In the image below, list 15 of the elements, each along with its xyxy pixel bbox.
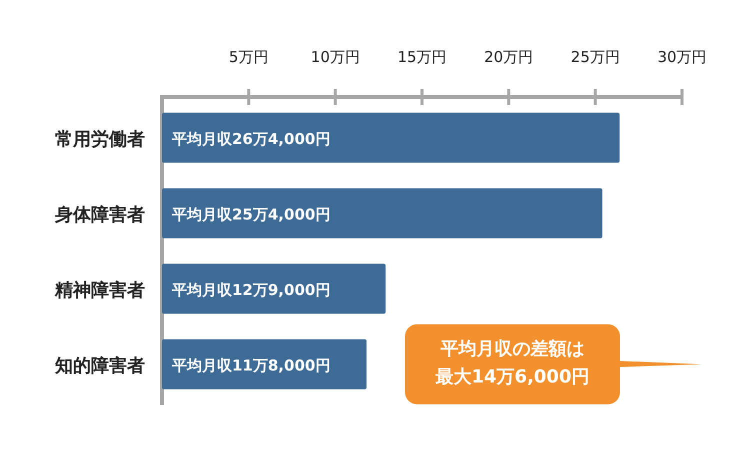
- x-tick-label: 10万円: [310, 48, 360, 66]
- y-tick-label: 常用労働者: [55, 128, 145, 150]
- annotation: 平均月収の差額は最大14万6,000円: [434, 338, 590, 388]
- y-tick-label: 精神障害者: [54, 280, 145, 301]
- x-tick-label: 30万円: [657, 48, 707, 66]
- y-tick-label: 知的障害者: [54, 355, 145, 376]
- x-tick-label: 20万円: [484, 48, 534, 66]
- data-label: 平均月収25万4,000円: [171, 205, 330, 224]
- data-label: 平均月収11万8,000円: [171, 356, 330, 374]
- data-label: 平均月収26万4,000円: [171, 130, 330, 148]
- data-label: 平均月収12万9,000円: [171, 280, 330, 299]
- x-tick-label: 25万円: [570, 48, 620, 66]
- x-tick-label: 15万円: [397, 48, 447, 66]
- x-tick-label: 5万円: [228, 48, 268, 66]
- y-tick-label: 身体障害者: [54, 204, 145, 226]
